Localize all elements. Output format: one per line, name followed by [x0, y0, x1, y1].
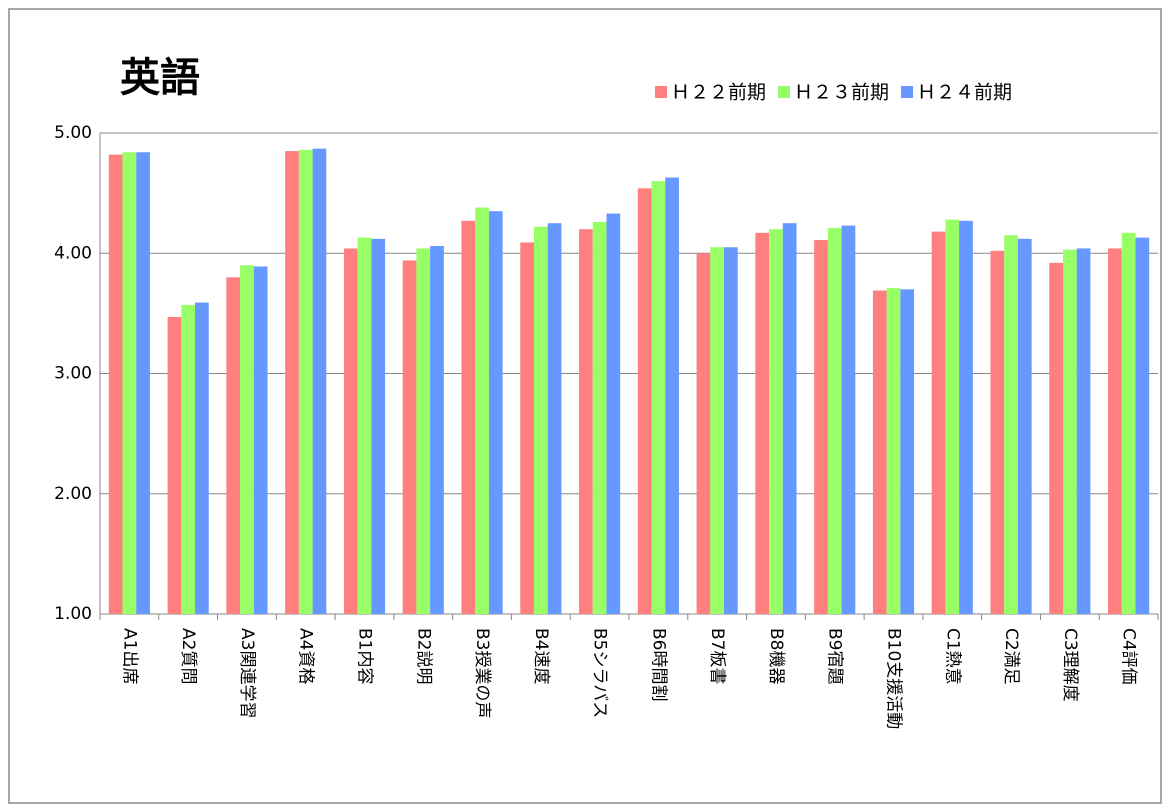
- bar: [240, 265, 254, 614]
- x-tick-label: B7板書: [707, 628, 727, 684]
- bar: [782, 223, 797, 614]
- bar: [285, 151, 299, 614]
- bar: [592, 221, 607, 615]
- x-tick-label: B2説明: [413, 628, 433, 684]
- bar: [371, 238, 386, 614]
- bar: [343, 248, 358, 614]
- bar: [696, 253, 711, 614]
- legend-swatch: [778, 86, 791, 98]
- legend-label: Ｈ２３前期: [794, 82, 889, 104]
- bar: [520, 242, 534, 615]
- bar: [579, 229, 593, 614]
- bar: [827, 227, 842, 614]
- bar: [1017, 238, 1032, 614]
- bar: [841, 225, 856, 614]
- bar: [181, 304, 196, 614]
- bar: [724, 247, 738, 615]
- bar: [488, 211, 503, 614]
- y-tick-label: 2.00: [54, 484, 92, 504]
- legend-label: Ｈ２２前期: [671, 82, 766, 104]
- bar: [195, 302, 209, 614]
- x-tick-label: B4速度: [531, 628, 551, 684]
- y-tick-label: 5.00: [54, 123, 92, 143]
- bar: [122, 152, 137, 615]
- bar: [769, 229, 783, 614]
- x-tick-label: A2質問: [178, 628, 198, 684]
- bar: [710, 247, 725, 615]
- bar: [1062, 249, 1077, 614]
- x-tick-label: A4資格: [296, 628, 316, 684]
- x-tick-label: B10支援活動: [884, 628, 904, 729]
- bar: [1004, 235, 1018, 614]
- legend-swatch: [901, 86, 914, 98]
- bar: [108, 154, 123, 614]
- bar: [872, 290, 887, 614]
- bar: [298, 149, 313, 614]
- x-tick-label: C2満足: [1001, 628, 1021, 685]
- x-tick-label: C1熱意: [942, 628, 962, 685]
- bar: [547, 223, 562, 614]
- bar: [357, 237, 372, 614]
- bar: [226, 277, 241, 614]
- bar: [416, 248, 431, 614]
- x-tick-label: B3授業の声: [472, 628, 492, 718]
- x-tick-label: B5シラバス: [590, 628, 610, 718]
- bar: [900, 289, 915, 614]
- x-tick-label: B8機器: [766, 628, 786, 684]
- bar: [312, 148, 327, 614]
- bar: [1049, 262, 1063, 614]
- x-tick-label: A3関連学習: [237, 628, 257, 718]
- x-tick-label: B1内容: [355, 628, 375, 684]
- legend-label: Ｈ２４前期: [917, 82, 1012, 104]
- x-tick-label: C3理解度: [1060, 628, 1080, 702]
- y-tick-label: 4.00: [54, 243, 92, 263]
- bar: [665, 177, 679, 614]
- bar: [461, 220, 476, 614]
- bar: [430, 246, 444, 614]
- bar: [606, 213, 621, 614]
- bar: [814, 240, 828, 614]
- legend-swatch: [655, 86, 667, 98]
- bar: [136, 152, 150, 615]
- y-tick-label: 3.00: [54, 364, 92, 384]
- bar: [945, 219, 960, 614]
- x-tick-label: B9宿題: [825, 628, 845, 684]
- bar: [1135, 237, 1150, 614]
- x-tick-label: C4評価: [1119, 628, 1139, 685]
- bar: [990, 250, 1005, 614]
- bar: [931, 231, 946, 615]
- bar: [1121, 232, 1136, 614]
- x-tick-label: A1出席: [119, 628, 139, 684]
- bar: [651, 181, 666, 614]
- bar: [886, 288, 901, 614]
- bar: [755, 232, 770, 614]
- bar: [1076, 248, 1091, 614]
- bar: [637, 188, 652, 614]
- bar: [959, 220, 973, 614]
- bar: [475, 207, 489, 614]
- bar: [1108, 248, 1122, 614]
- bar: [167, 316, 182, 614]
- bar: [253, 266, 268, 614]
- chart-title: 英語: [120, 55, 200, 101]
- bar: [533, 226, 548, 615]
- y-tick-label: 1.00: [54, 604, 92, 624]
- bar: [402, 260, 417, 614]
- x-tick-label: B6時間割: [648, 628, 668, 701]
